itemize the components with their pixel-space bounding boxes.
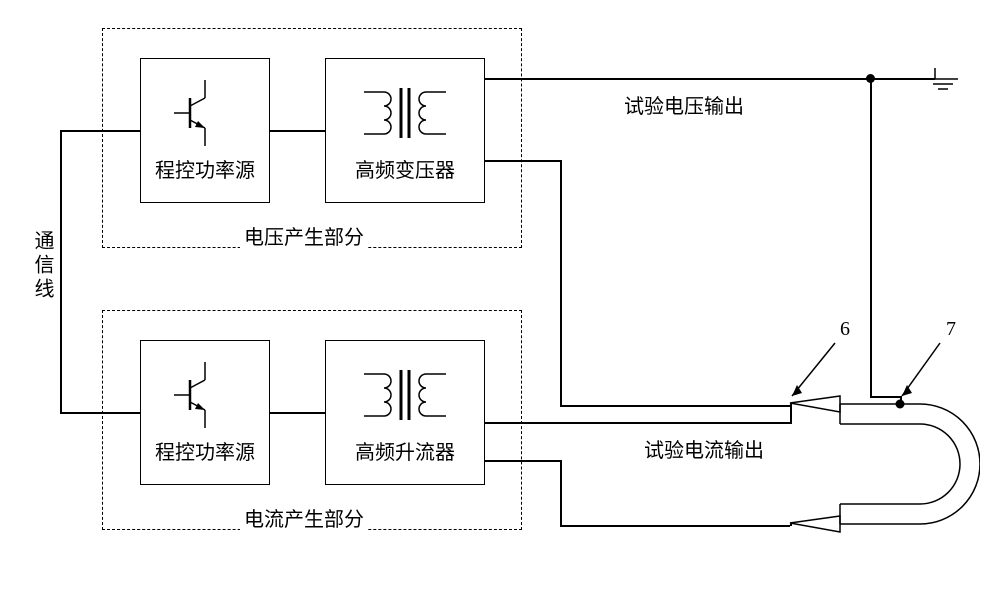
wire-current-out-bot xyxy=(485,460,560,462)
ground-icon xyxy=(928,64,958,94)
voltage-output-label: 试验电压输出 xyxy=(620,90,748,119)
transistor-icon xyxy=(170,78,240,148)
wire-voltage-inter xyxy=(270,130,325,132)
comm-line-label: 通信线 xyxy=(28,230,57,302)
transistor-icon xyxy=(170,360,240,430)
wire-current-out-bot-down xyxy=(560,460,562,525)
current-power-source-box: 程控功率源 xyxy=(140,340,270,485)
callout-6: 6 xyxy=(836,318,854,341)
voltage-transformer-box: 高频变压器 xyxy=(325,58,485,203)
wire-comm-bot xyxy=(60,412,140,414)
callout-6-arrow xyxy=(780,338,860,408)
current-power-source-label: 程控功率源 xyxy=(155,436,255,465)
voltage-power-source-label: 程控功率源 xyxy=(155,154,255,183)
transformer-icon xyxy=(360,360,450,430)
transformer-icon xyxy=(360,78,450,148)
wire-voltage-out-bot-down xyxy=(560,160,562,405)
wire-current-out-top xyxy=(485,422,790,424)
probe-assembly xyxy=(780,390,980,550)
voltage-transformer-label: 高频变压器 xyxy=(355,154,455,183)
wire-current-inter xyxy=(270,412,325,414)
wire-voltage-out-bot-right xyxy=(560,405,790,407)
current-transformer-box: 高频升流器 xyxy=(325,340,485,485)
current-section-title: 电流产生部分 xyxy=(240,503,368,532)
wire-voltage-bot-to-probe xyxy=(790,405,792,424)
current-output-label: 试验电流输出 xyxy=(640,434,768,463)
voltage-section-title: 电压产生部分 xyxy=(240,221,368,250)
wire-comm-top xyxy=(60,130,140,132)
callout-7-arrow xyxy=(880,338,960,408)
wire-current-bot-to-probe xyxy=(790,523,792,526)
callout-7: 7 xyxy=(942,318,960,341)
wire-voltage-down xyxy=(870,78,872,396)
current-transformer-label: 高频升流器 xyxy=(355,436,455,465)
wire-voltage-out-bot xyxy=(485,160,560,162)
wire-comm-vert xyxy=(60,130,62,412)
voltage-power-source-box: 程控功率源 xyxy=(140,58,270,203)
wire-current-out-bot-right xyxy=(560,525,790,527)
